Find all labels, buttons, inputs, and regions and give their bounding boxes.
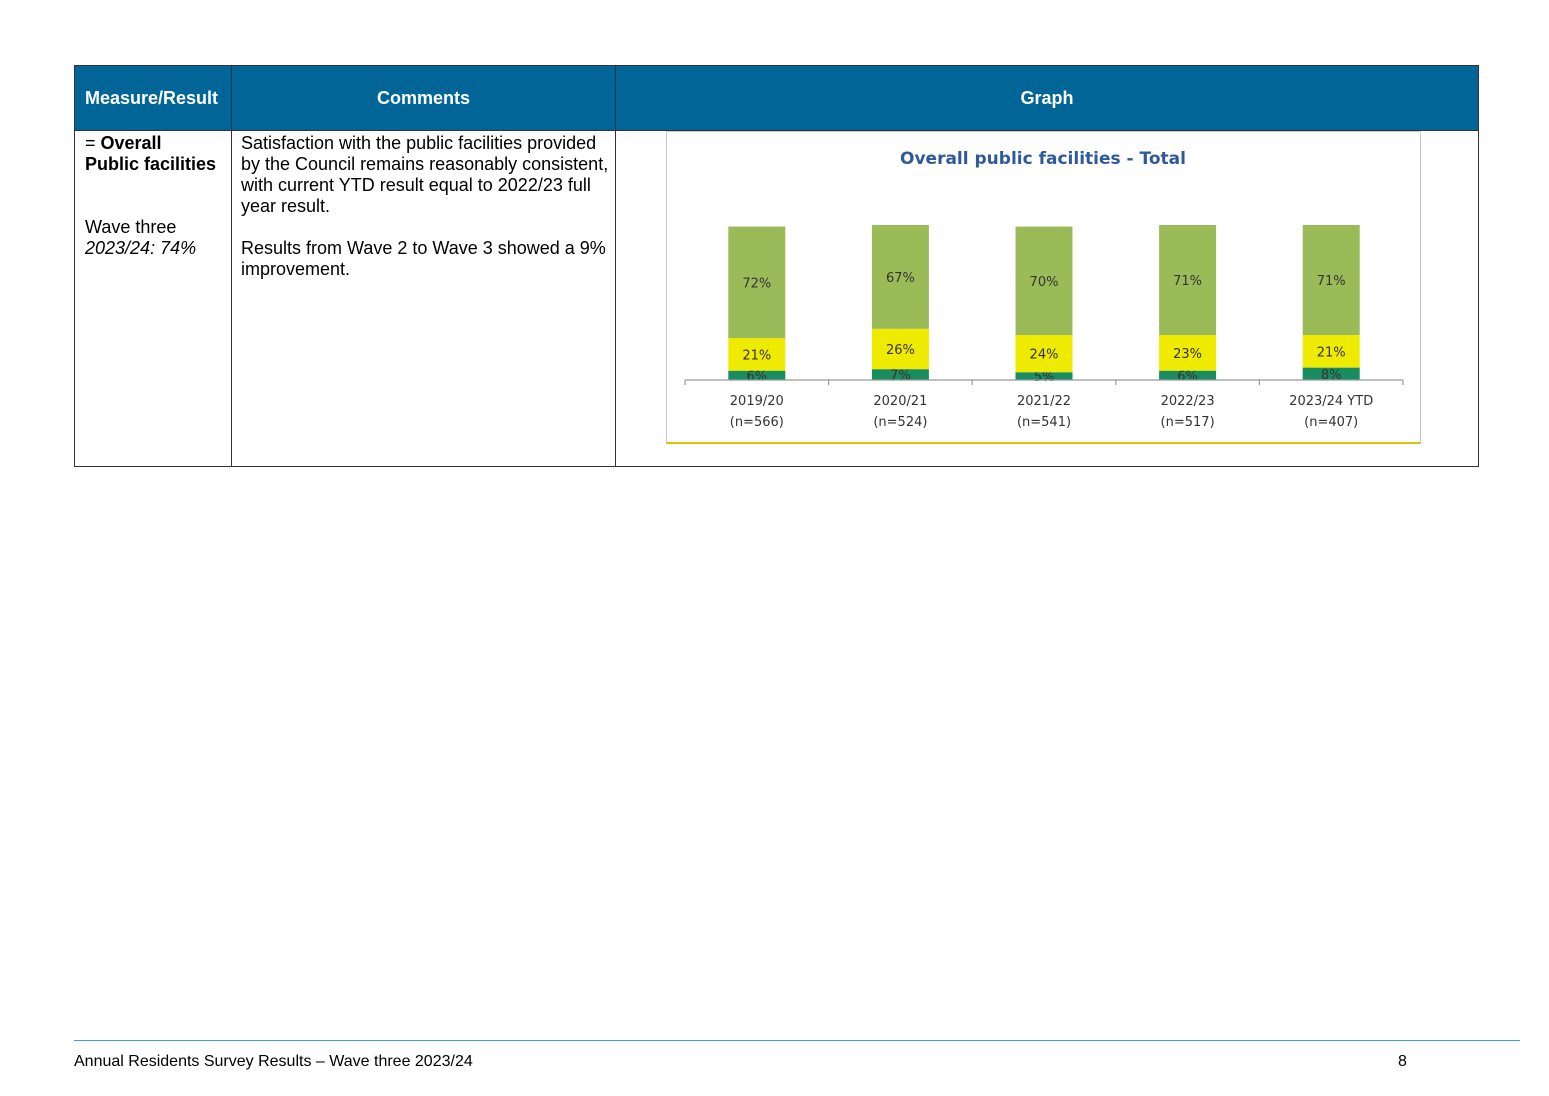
data-label: 21% — [742, 348, 771, 363]
x-tick-label: 2022/23 — [1161, 394, 1215, 409]
data-label: 26% — [886, 343, 915, 358]
data-label: 6% — [746, 369, 767, 384]
x-tick-label: 2021/22 — [1017, 394, 1071, 409]
wave-label: Wave three — [85, 217, 177, 237]
header-comments: Comments — [231, 65, 616, 131]
data-label: 8% — [1321, 368, 1342, 383]
stacked-bar-chart: Overall public facilities - Total 6% 21% 7… — [684, 149, 1404, 430]
data-label: 7% — [890, 369, 911, 384]
x-tick-sample-label: (n=517) — [1161, 415, 1215, 430]
header-graph: Graph — [615, 65, 1479, 131]
x-tick-sample-label: (n=407) — [1304, 415, 1358, 430]
data-label: 6% — [1177, 369, 1198, 384]
chart-container: Overall public facilities - Total 6% 21% 7… — [666, 131, 1421, 444]
x-tick-sample-label: (n=566) — [730, 415, 784, 430]
measure-title-line1: Overall — [100, 133, 162, 153]
footer-divider — [74, 1040, 1520, 1041]
measure-title: = Overall — [85, 133, 223, 154]
bar-segment — [728, 226, 786, 339]
chart-title: Overall public facilities - Total — [900, 149, 1186, 169]
wave-value: 2023/24: 74% — [85, 238, 197, 258]
data-label: 67% — [886, 271, 915, 286]
bar-segment — [1159, 335, 1217, 371]
data-label: 71% — [1317, 274, 1346, 289]
bar-segment — [1015, 335, 1073, 373]
x-tick-label: 2020/21 — [873, 394, 927, 409]
x-tick-sample-label: (n=541) — [1017, 415, 1071, 430]
bar-segment — [728, 338, 786, 371]
measure-prefix: = — [85, 133, 101, 153]
results-table: Measure/Result Comments Graph = Overall … — [74, 65, 1479, 467]
x-tick-sample-label: (n=524) — [873, 415, 927, 430]
comments-paragraph-1: Satisfaction with the public facilities … — [241, 133, 609, 216]
bar-segment — [1159, 370, 1217, 380]
bar-segment — [871, 225, 929, 329]
bar-segment — [871, 328, 929, 370]
comments-paragraph-2: Results from Wave 2 to Wave 3 showed a 9… — [241, 238, 606, 279]
page-number: 8 — [1398, 1053, 1407, 1070]
footer-text: Annual Residents Survey Results – Wave t… — [74, 1053, 473, 1070]
data-label: 24% — [1030, 348, 1059, 363]
comments-cell: Satisfaction with the public facilities … — [231, 130, 616, 467]
table-row: = Overall Public facilities Wave three 2… — [74, 130, 1479, 467]
bar-segment — [728, 370, 786, 380]
x-tick-label: 2019/20 — [730, 394, 784, 409]
data-label: 72% — [742, 276, 771, 291]
data-label: 23% — [1173, 347, 1202, 362]
bar-segment — [1302, 367, 1360, 380]
bar-segment — [1302, 335, 1360, 368]
measure-cell: = Overall Public facilities Wave three 2… — [74, 130, 232, 467]
bar-segment — [871, 369, 929, 380]
data-label: 5% — [1034, 370, 1055, 385]
graph-cell: Overall public facilities - Total 6% 21% 7… — [615, 130, 1479, 467]
header-measure-result: Measure/Result — [74, 65, 232, 131]
table-header-row: Measure/Result Comments Graph — [74, 65, 1479, 131]
bar-segment — [1302, 225, 1360, 336]
bar-segment — [1159, 225, 1217, 336]
x-tick-label: 2023/24 YTD — [1289, 394, 1373, 409]
bar-segment — [1015, 226, 1073, 336]
bar-segment — [1015, 372, 1073, 380]
measure-title-line2: Public facilities — [85, 154, 217, 174]
data-label: 21% — [1317, 345, 1346, 360]
data-label: 70% — [1030, 275, 1059, 290]
data-label: 71% — [1173, 274, 1202, 289]
